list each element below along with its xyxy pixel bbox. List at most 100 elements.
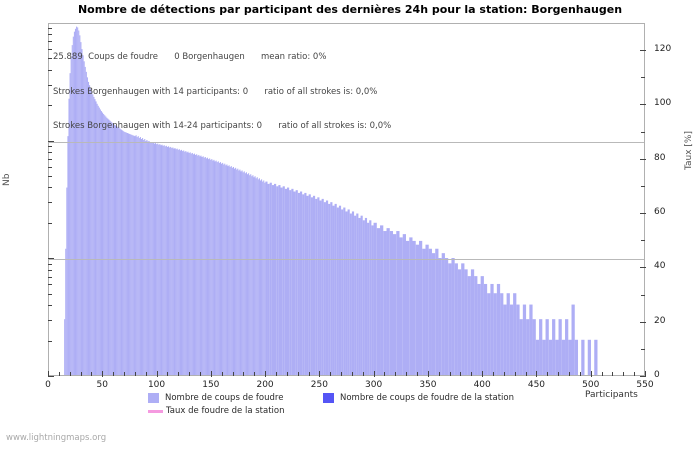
x-axis-minor-tick	[113, 372, 114, 376]
bar	[197, 155, 199, 375]
bar	[284, 188, 287, 375]
bar	[338, 205, 342, 375]
bar	[233, 168, 236, 375]
bar	[477, 283, 481, 375]
bar	[248, 173, 250, 375]
y-axis-left-tick	[48, 202, 52, 203]
bar	[409, 237, 413, 375]
bar	[506, 293, 510, 375]
bar	[274, 183, 277, 375]
bar	[287, 187, 290, 375]
bar	[209, 158, 211, 375]
gridline-y-10	[49, 259, 644, 260]
bar	[180, 149, 183, 375]
bar	[542, 339, 546, 375]
bar	[362, 220, 365, 375]
bar	[195, 154, 197, 375]
bar	[323, 202, 326, 375]
y-axis-right-minor-tick	[641, 240, 645, 241]
y-axis-left-tick	[48, 58, 52, 59]
bar	[87, 81, 90, 375]
y-axis-right-minor-tick	[641, 186, 645, 187]
bar	[241, 170, 243, 375]
bar	[130, 134, 132, 375]
x-axis-tick-label: 300	[365, 380, 383, 390]
bar	[256, 177, 258, 375]
bar	[82, 55, 84, 375]
bar	[545, 319, 549, 375]
bar	[72, 36, 74, 375]
x-axis-minor-tick	[276, 372, 277, 376]
bar	[371, 225, 374, 375]
bar	[83, 61, 85, 375]
bar	[164, 146, 166, 375]
bar	[271, 185, 275, 375]
y-axis-left-tick	[48, 159, 52, 160]
x-axis-minor-tick	[298, 372, 299, 376]
bar	[565, 319, 569, 375]
x-axis-minor-tick	[167, 372, 168, 376]
x-axis-minor-tick	[233, 372, 234, 376]
bar	[221, 163, 223, 375]
bar	[356, 213, 359, 375]
bar	[219, 162, 222, 375]
bar	[85, 71, 87, 375]
bar	[435, 248, 439, 375]
bar	[558, 319, 562, 375]
bar	[267, 183, 270, 375]
x-axis-minor-tick	[384, 372, 385, 376]
bar	[328, 203, 331, 375]
bar	[109, 120, 111, 375]
bar	[532, 319, 536, 375]
bar	[114, 125, 117, 375]
bar	[574, 339, 579, 375]
bar	[117, 126, 119, 375]
bar	[124, 132, 126, 375]
bar	[147, 141, 149, 375]
bar	[226, 164, 228, 375]
y-axis-left-tick	[48, 176, 52, 177]
bar	[269, 182, 272, 375]
bar	[112, 123, 114, 375]
y-axis-left-tick	[48, 41, 52, 42]
x-axis-minor-tick	[526, 372, 527, 376]
annotation-line-1: 25.889 Coups de foudre 0 Borgenhaugen me…	[53, 52, 327, 62]
x-axis-tick-label: 500	[582, 380, 600, 390]
bar	[239, 169, 241, 375]
bar	[480, 276, 484, 375]
bar	[121, 130, 123, 375]
y-axis-left-tick	[48, 320, 52, 321]
x-axis-title: Participants	[585, 390, 638, 400]
bar	[78, 30, 80, 375]
y-axis-right-tick	[640, 322, 646, 323]
x-axis-minor-tick	[395, 372, 396, 376]
x-axis-minor-tick	[287, 372, 288, 376]
bar	[89, 85, 91, 375]
bar	[192, 154, 194, 375]
chart-title: Nombre de détections par participant des…	[77, 3, 623, 16]
y-axis-left-tick	[48, 49, 52, 50]
x-axis-minor-tick	[580, 372, 581, 376]
bar	[360, 215, 363, 375]
bar	[315, 198, 318, 375]
x-axis-tick-label: 100	[147, 380, 166, 390]
bar	[389, 231, 394, 375]
x-axis-minor-tick	[460, 372, 461, 376]
bar	[79, 35, 81, 375]
bar	[97, 105, 99, 375]
x-axis-tick	[157, 371, 158, 377]
bar	[496, 283, 501, 375]
bar	[293, 191, 296, 375]
y-axis-right-title: Taux [%]	[684, 131, 694, 170]
bar	[464, 269, 468, 375]
legend-item-station-strokes[interactable]: Nombre de coups de foudre de la station	[323, 393, 514, 403]
x-axis-tick	[102, 371, 103, 377]
legend-item-total-strokes[interactable]: Nombre de coups de foudre	[148, 393, 283, 403]
y-axis-left-title: Nb	[2, 173, 12, 186]
bar	[81, 49, 83, 375]
x-axis-tick	[645, 371, 646, 377]
bar	[280, 187, 283, 375]
bar	[364, 217, 368, 375]
legend-item-station-ratio[interactable]: Taux de foudre de la station	[148, 406, 285, 416]
